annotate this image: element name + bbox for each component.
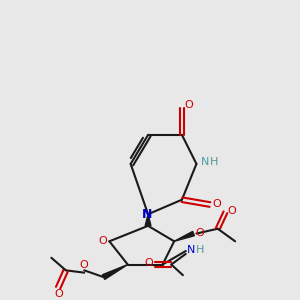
- Text: N: N: [201, 158, 209, 167]
- Text: H: H: [196, 244, 205, 254]
- Text: N: N: [187, 244, 195, 254]
- Polygon shape: [174, 231, 194, 241]
- Text: O: O: [98, 236, 107, 246]
- Polygon shape: [145, 214, 151, 226]
- Text: H: H: [210, 158, 219, 167]
- Text: O: O: [195, 228, 204, 238]
- Text: O: O: [144, 258, 153, 268]
- Polygon shape: [102, 265, 128, 279]
- Text: O: O: [184, 100, 193, 110]
- Text: O: O: [55, 289, 63, 299]
- Text: O: O: [79, 260, 88, 270]
- Text: O: O: [227, 206, 236, 216]
- Text: O: O: [212, 199, 221, 209]
- Text: N: N: [142, 208, 152, 221]
